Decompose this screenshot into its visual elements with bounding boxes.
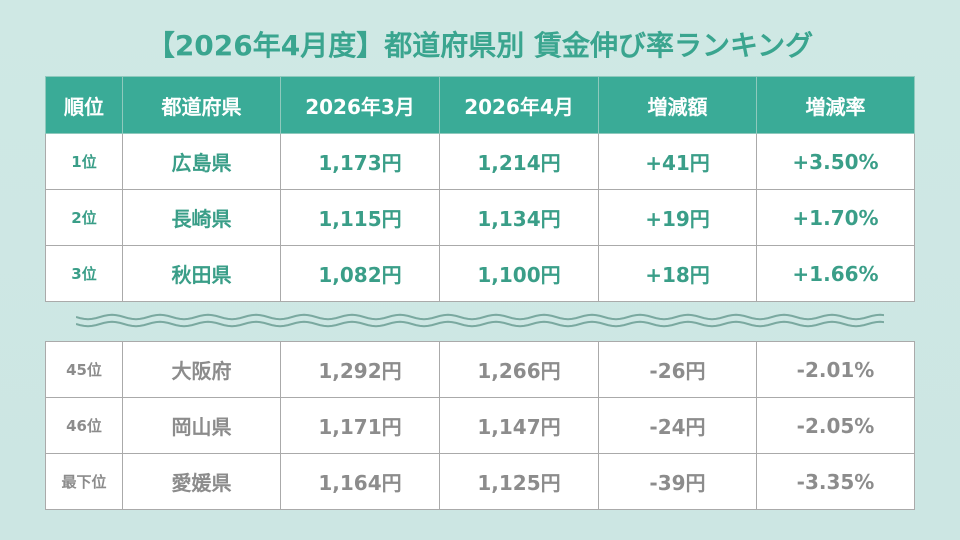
- cell-april-wage: 1,134円: [439, 189, 599, 246]
- cell-prefecture: 秋田県: [122, 245, 281, 302]
- cell-change-amount: -26円: [598, 341, 757, 398]
- cell-march-wage: 1,173円: [280, 133, 440, 190]
- cell-rank: 2位: [45, 189, 123, 246]
- cell-change-rate: -2.05%: [756, 397, 915, 454]
- cell-rank: 1位: [45, 133, 123, 190]
- top-ranking-table: 順位 都道府県 2026年3月 2026年4月 増減額 増減率 1位 広島県 1,1…: [45, 76, 915, 302]
- cell-change-rate: +3.50%: [756, 133, 915, 190]
- cell-prefecture: 大阪府: [122, 341, 281, 398]
- cell-april-wage: 1,214円: [439, 133, 599, 190]
- cell-march-wage: 1,171円: [280, 397, 440, 454]
- table-row: 3位 秋田県 1,082円 1,100円 +18円 +1.66%: [45, 245, 915, 302]
- table-row: 1位 広島県 1,173円 1,214円 +41円 +3.50%: [45, 133, 915, 190]
- cell-march-wage: 1,164円: [280, 453, 440, 510]
- wave-line: [76, 313, 884, 321]
- header-row: 順位 都道府県 2026年3月 2026年4月 増減額 増減率: [45, 76, 915, 134]
- wave-line: [76, 320, 884, 328]
- cell-rank: 最下位: [45, 453, 123, 510]
- table-row: 2位 長崎県 1,115円 1,134円 +19円 +1.70%: [45, 189, 915, 246]
- cell-change-amount: -24円: [598, 397, 757, 454]
- cell-rank: 45位: [45, 341, 123, 398]
- cell-change-rate: +1.66%: [756, 245, 915, 302]
- cell-change-amount: -39円: [598, 453, 757, 510]
- header-march: 2026年3月: [280, 76, 440, 134]
- cell-change-rate: -3.35%: [756, 453, 915, 510]
- cell-change-amount: +19円: [598, 189, 757, 246]
- header-april: 2026年4月: [439, 76, 599, 134]
- cell-rank: 3位: [45, 245, 123, 302]
- cell-april-wage: 1,266円: [439, 341, 599, 398]
- table-row: 45位 大阪府 1,292円 1,266円 -26円 -2.01%: [45, 341, 915, 398]
- header-change-rate: 増減率: [756, 76, 915, 134]
- header-prefecture: 都道府県: [122, 76, 281, 134]
- bottom-ranking-table: 45位 大阪府 1,292円 1,266円 -26円 -2.01% 46位 岡山県 1,171円…: [45, 341, 915, 510]
- cell-march-wage: 1,115円: [280, 189, 440, 246]
- cell-april-wage: 1,125円: [439, 453, 599, 510]
- cell-prefecture: 広島県: [122, 133, 281, 190]
- cell-prefecture: 長崎県: [122, 189, 281, 246]
- header-change-amount: 増減額: [598, 76, 757, 134]
- cell-march-wage: 1,292円: [280, 341, 440, 398]
- cell-change-amount: +18円: [598, 245, 757, 302]
- cell-march-wage: 1,082円: [280, 245, 440, 302]
- cell-april-wage: 1,100円: [439, 245, 599, 302]
- cell-rank: 46位: [45, 397, 123, 454]
- cell-change-rate: -2.01%: [756, 341, 915, 398]
- wave-divider: [76, 313, 884, 328]
- cell-change-amount: +41円: [598, 133, 757, 190]
- cell-prefecture: 岡山県: [122, 397, 281, 454]
- cell-change-rate: +1.70%: [756, 189, 915, 246]
- table-row: 最下位 愛媛県 1,164円 1,125円 -39円 -3.35%: [45, 453, 915, 510]
- header-rank: 順位: [45, 76, 123, 134]
- cell-april-wage: 1,147円: [439, 397, 599, 454]
- page-title: 【2026年4月度】都道府県別 賃金伸び率ランキング: [146, 29, 814, 62]
- cell-prefecture: 愛媛県: [122, 453, 281, 510]
- table-row: 46位 岡山県 1,171円 1,147円 -24円 -2.05%: [45, 397, 915, 454]
